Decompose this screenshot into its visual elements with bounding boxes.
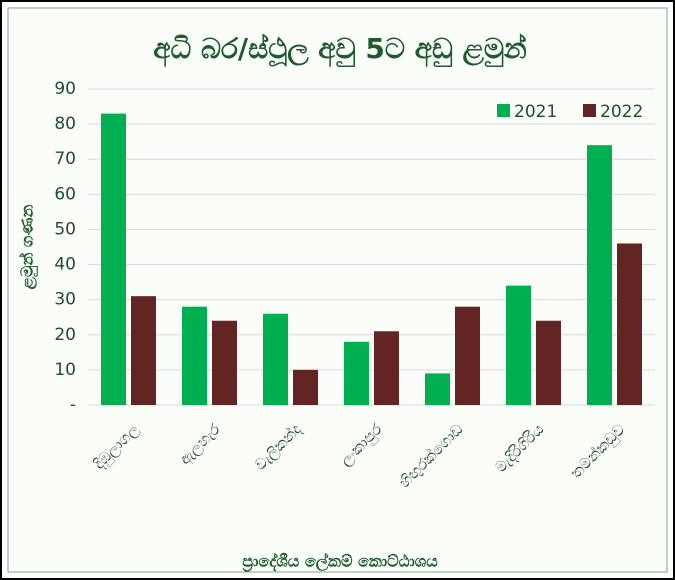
- y-tick-label: 40: [54, 255, 76, 275]
- bar: [425, 373, 450, 405]
- bar: [455, 306, 480, 405]
- y-tick-label: 50: [54, 219, 76, 239]
- y-tick-label: 60: [54, 184, 76, 204]
- y-tick-label: 80: [54, 114, 76, 134]
- bar: [617, 243, 642, 405]
- bar: [263, 313, 288, 405]
- legend-label: 2021: [514, 102, 557, 122]
- bar: [536, 320, 561, 405]
- y-tick-label: 90: [54, 79, 76, 99]
- y-tick-label: 70: [54, 149, 76, 169]
- legend-swatch: [583, 104, 596, 117]
- bar: [182, 306, 207, 405]
- bar: [374, 331, 399, 405]
- bar: [587, 145, 612, 405]
- x-axis-label: ප්‍රාදේශීය ලේකම් කොට්ඨාශය: [242, 552, 438, 573]
- legend-label: 2022: [600, 102, 643, 122]
- y-tick-label: -: [70, 395, 76, 415]
- y-tick-label: 30: [54, 290, 76, 310]
- bar: [293, 369, 318, 405]
- bar: [212, 320, 237, 405]
- bar: [101, 113, 126, 406]
- bar: [344, 341, 369, 405]
- y-tick-label: 10: [54, 360, 76, 380]
- chart-title: අධි බර/ස්ථූල අවු 5ට අඩු ළමුන්: [153, 32, 527, 68]
- y-axis-label: ළමුන් ගණන: [18, 205, 39, 290]
- bar: [506, 285, 531, 405]
- y-tick-label: 20: [54, 325, 76, 345]
- bar: [131, 296, 156, 405]
- legend-swatch: [497, 104, 510, 117]
